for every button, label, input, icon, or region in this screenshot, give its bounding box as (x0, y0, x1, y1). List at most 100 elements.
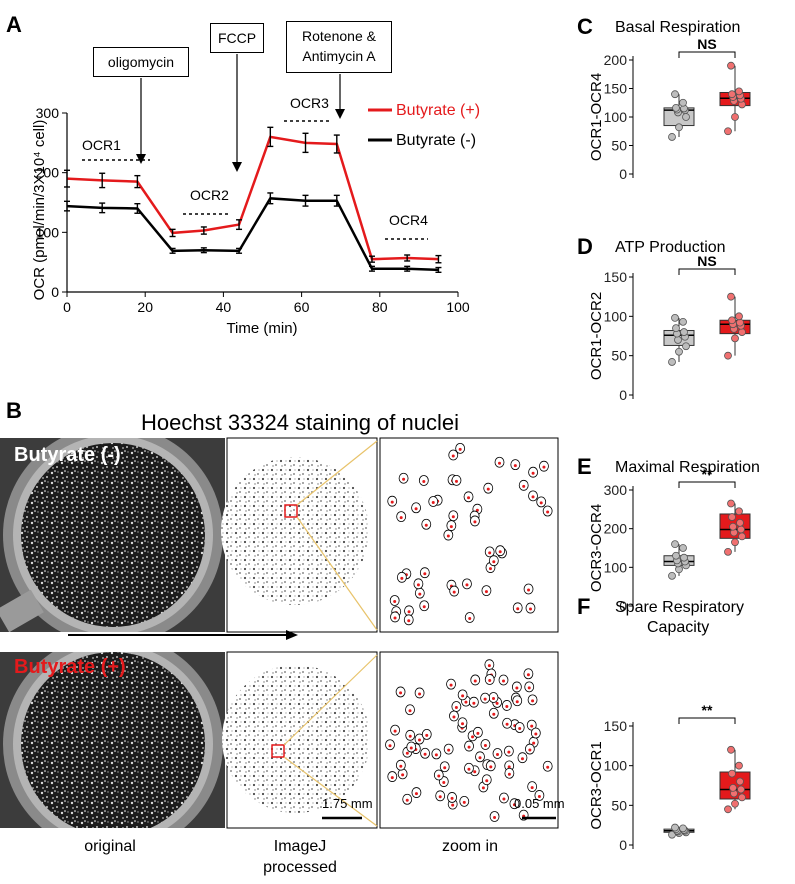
nucleus-marker (478, 756, 482, 760)
nucleus-marker (399, 516, 403, 520)
oligomycin-label: oligomycin (93, 47, 189, 77)
nucleus-marker (502, 797, 506, 801)
box-y-tick-label: 50 (611, 348, 627, 364)
nucleus-marker (388, 744, 392, 748)
box-y-tick-label: 150 (604, 269, 628, 285)
box-y-axis-label: OCR3-OCR1 (588, 741, 605, 829)
x-tick-label: 60 (294, 299, 310, 315)
nucleus-marker (399, 764, 403, 768)
fccp-label: FCCP (210, 23, 264, 53)
nucleus-marker (393, 599, 397, 603)
nucleus-marker (497, 461, 501, 465)
data-point (731, 799, 739, 808)
nucleus-marker (483, 697, 487, 701)
nucleus-marker (467, 496, 471, 500)
significance-label: ** (702, 702, 713, 718)
nucleus-marker (507, 765, 511, 769)
panel-letter: E (577, 454, 592, 479)
data-point (736, 318, 744, 327)
nucleus-marker (454, 479, 458, 483)
nucleus-marker (492, 696, 496, 700)
legend-butyrate-plus: Butyrate (+) (396, 102, 480, 119)
box-title: Capacity (647, 619, 709, 636)
significance-bracket (678, 717, 736, 724)
nucleus-marker (450, 796, 454, 800)
data-point (735, 312, 743, 321)
data-point (727, 61, 735, 70)
x-tick-label: 40 (216, 299, 232, 315)
data-point (728, 769, 736, 778)
microscopy-figure (0, 437, 559, 829)
nucleus-marker (530, 724, 534, 728)
data-point (727, 499, 735, 508)
caption-zoom-in: zoom in (441, 838, 499, 855)
nucleus-marker (486, 487, 490, 491)
nucleus-marker (488, 678, 492, 682)
data-point (724, 351, 732, 360)
box-y-tick-label: 200 (604, 52, 628, 68)
nucleus-marker (498, 550, 502, 554)
box-title: ATP Production (615, 239, 726, 256)
injection-arrowhead (335, 109, 345, 119)
row-label-butyrate-plus: Butyrate (+) (14, 656, 126, 678)
box-y-tick-label: 100 (604, 308, 628, 324)
ocr-y-axis-label: OCR (pmol/min/3X10⁴ cell) (31, 120, 48, 301)
nucleus-marker (528, 607, 532, 611)
y-tick-label: 200 (36, 165, 60, 181)
panel-b-title: Hoechst 33324 staining of nuclei (141, 410, 459, 435)
nucleus-marker (405, 751, 409, 755)
stage-label-ocr4: OCR4 (389, 212, 428, 228)
nucleus-marker (505, 704, 509, 708)
ocr-line-chart: 0 100 200 300 0 20 40 60 80 100 OCR (pmol/min/3X1… (31, 54, 480, 337)
data-point (735, 507, 743, 516)
processed-image-butyrate-plus (222, 651, 378, 829)
data-point (738, 328, 746, 336)
data-point (729, 522, 737, 531)
nucleus-marker (527, 686, 531, 690)
data-point (671, 314, 679, 322)
nucleus-marker (502, 679, 506, 683)
box-y-tick-label: 0 (619, 166, 627, 182)
data-point (675, 347, 683, 356)
nucleus-marker (464, 700, 468, 704)
box-y-tick-label: 200 (604, 521, 628, 537)
nucleus-marker (431, 501, 435, 505)
stage-label-ocr3: OCR3 (290, 95, 329, 111)
data-point (724, 805, 732, 814)
nucleus-marker (418, 592, 422, 596)
nucleus-marker (512, 803, 516, 807)
caption-original: original (84, 838, 136, 855)
nucleus-marker (473, 770, 477, 774)
nucleus-marker (507, 772, 511, 776)
nucleus-marker (449, 525, 453, 529)
nucleus-marker (518, 727, 522, 731)
box-y-axis-label: OCR3-OCR4 (588, 504, 605, 592)
nucleus-marker (481, 786, 485, 790)
nucleus-marker (451, 454, 455, 458)
data-point (672, 551, 680, 560)
significance-label: NS (697, 36, 716, 52)
nucleus-marker (492, 712, 496, 716)
data-point (680, 553, 688, 562)
nucleus-marker (465, 583, 469, 587)
nucleus-marker (462, 800, 466, 804)
nucleus-marker (515, 700, 519, 704)
processed-image-butyrate-minus (221, 437, 378, 633)
nucleus-marker (425, 733, 429, 737)
panel-letter: C (577, 14, 593, 39)
nucleus-marker (409, 746, 413, 750)
nucleus-marker (516, 607, 520, 611)
zoom-image-butyrate-minus (379, 437, 559, 633)
data-point (728, 90, 736, 99)
nucleus-marker (476, 731, 480, 735)
nucleus-marker (492, 560, 496, 564)
panel-a-letter: A (6, 12, 22, 37)
zoom-region-marker (271, 744, 285, 758)
data-point (738, 532, 746, 541)
nucleus-marker (473, 679, 477, 683)
data-point (735, 761, 743, 770)
nucleus-marker (488, 551, 492, 555)
significance-bracket (678, 51, 736, 58)
data-point (679, 824, 687, 833)
zoom-image-butyrate-plus (379, 651, 559, 829)
